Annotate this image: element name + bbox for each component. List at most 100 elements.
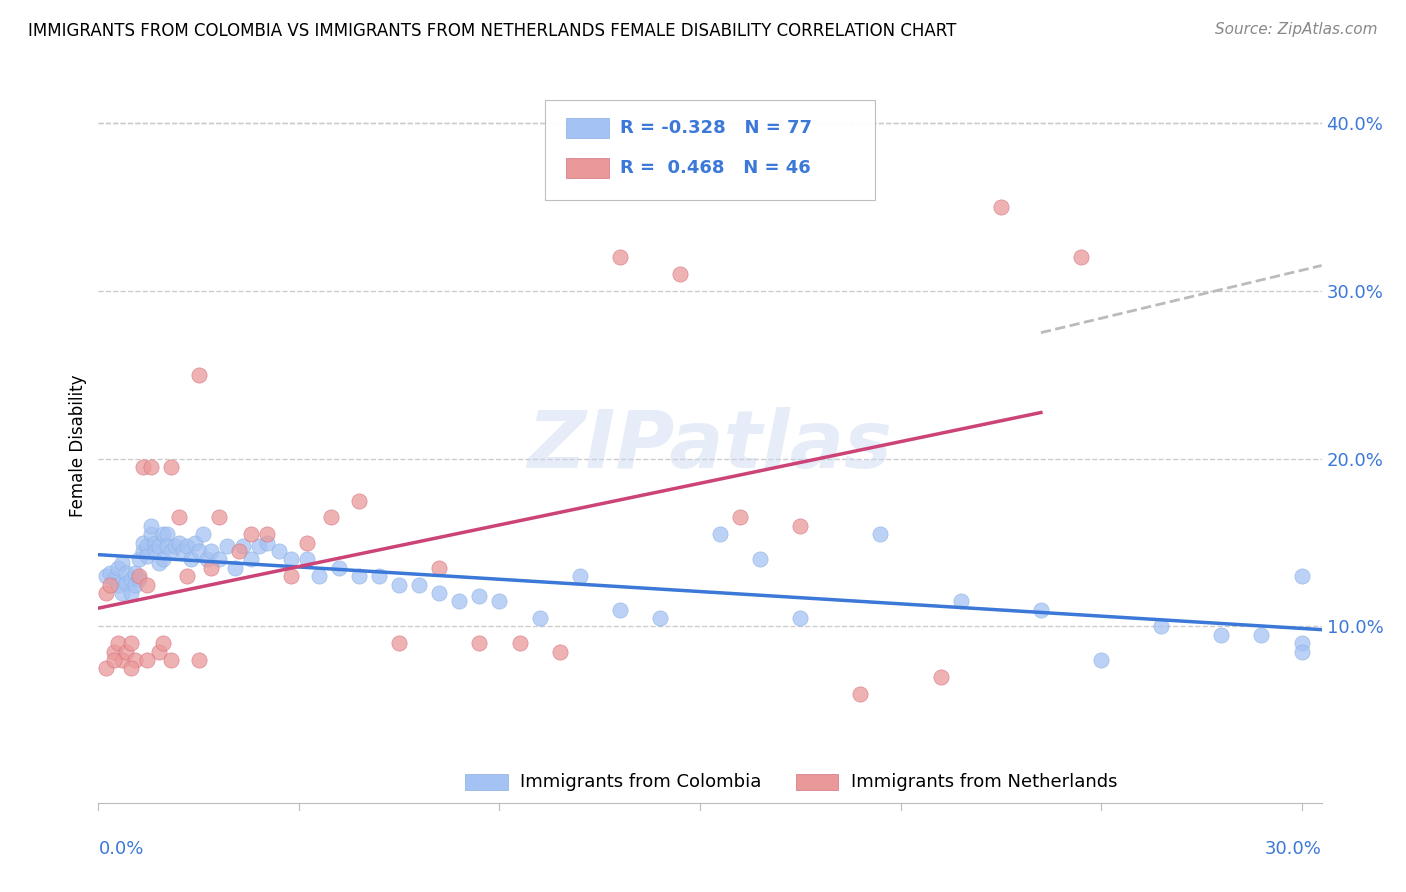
Point	[1291, 645, 1313, 659]
Point	[191, 527, 214, 541]
Point	[128, 552, 150, 566]
Point	[111, 586, 134, 600]
Point	[143, 535, 166, 549]
Point	[427, 560, 450, 574]
Point	[148, 645, 170, 659]
Point	[120, 586, 142, 600]
Point	[96, 569, 118, 583]
Point	[990, 200, 1012, 214]
Point	[124, 653, 146, 667]
FancyBboxPatch shape	[565, 159, 609, 178]
Point	[200, 560, 222, 574]
FancyBboxPatch shape	[565, 118, 609, 137]
Point	[408, 577, 430, 591]
Point	[1291, 569, 1313, 583]
Point	[295, 535, 318, 549]
Point	[176, 539, 198, 553]
Point	[183, 535, 205, 549]
Y-axis label: Female Disability: Female Disability	[69, 375, 87, 517]
Point	[96, 661, 118, 675]
Point	[1250, 628, 1272, 642]
Point	[180, 552, 202, 566]
Point	[749, 552, 772, 566]
Point	[568, 569, 591, 583]
Point	[929, 670, 952, 684]
Point	[176, 569, 198, 583]
Point	[427, 586, 450, 600]
Point	[107, 577, 129, 591]
Point	[1291, 636, 1313, 650]
Point	[319, 510, 342, 524]
Point	[103, 653, 125, 667]
Point	[187, 653, 209, 667]
Point	[167, 535, 190, 549]
Point	[849, 687, 872, 701]
Point	[208, 552, 231, 566]
Point	[1150, 619, 1173, 633]
Point	[239, 527, 262, 541]
Point	[131, 535, 153, 549]
Text: 0.0%: 0.0%	[98, 839, 143, 858]
Point	[328, 560, 350, 574]
Point	[256, 527, 278, 541]
Point	[347, 569, 370, 583]
Point	[159, 544, 181, 558]
Point	[143, 544, 166, 558]
Point	[120, 661, 142, 675]
FancyBboxPatch shape	[465, 774, 508, 790]
Point	[1029, 603, 1052, 617]
Text: IMMIGRANTS FROM COLOMBIA VS IMMIGRANTS FROM NETHERLANDS FEMALE DISABILITY CORREL: IMMIGRANTS FROM COLOMBIA VS IMMIGRANTS F…	[28, 22, 956, 40]
Point	[609, 250, 631, 264]
Point	[135, 653, 157, 667]
Point	[131, 544, 153, 558]
Point	[159, 653, 181, 667]
Point	[152, 527, 174, 541]
Point	[1090, 653, 1112, 667]
Point	[135, 577, 157, 591]
Point	[669, 267, 692, 281]
Point	[139, 518, 162, 533]
Point	[224, 560, 246, 574]
Point	[103, 573, 125, 587]
Point	[256, 535, 278, 549]
Point	[488, 594, 510, 608]
Point	[120, 636, 142, 650]
Point	[308, 569, 330, 583]
Point	[107, 560, 129, 574]
Point	[167, 510, 190, 524]
Point	[163, 539, 186, 553]
Point	[609, 603, 631, 617]
Point	[152, 636, 174, 650]
Point	[709, 527, 731, 541]
Point	[548, 645, 571, 659]
Point	[187, 368, 209, 382]
Point	[295, 552, 318, 566]
Point	[247, 539, 270, 553]
Text: 30.0%: 30.0%	[1265, 839, 1322, 858]
Point	[120, 573, 142, 587]
Point	[449, 594, 471, 608]
Point	[347, 493, 370, 508]
Point	[155, 539, 177, 553]
Point	[172, 544, 194, 558]
Point	[388, 636, 411, 650]
Text: Source: ZipAtlas.com: Source: ZipAtlas.com	[1215, 22, 1378, 37]
Point	[128, 569, 150, 583]
Point	[208, 510, 231, 524]
Point	[115, 645, 138, 659]
Point	[869, 527, 891, 541]
Point	[280, 552, 302, 566]
Point	[111, 556, 134, 570]
Point	[96, 586, 118, 600]
Point	[139, 460, 162, 475]
Point	[200, 544, 222, 558]
Point	[159, 460, 181, 475]
Point	[368, 569, 391, 583]
Text: R =  0.468   N = 46: R = 0.468 N = 46	[620, 160, 810, 178]
Point	[135, 549, 157, 563]
Text: Immigrants from Netherlands: Immigrants from Netherlands	[851, 773, 1118, 791]
Point	[128, 573, 150, 587]
Point	[789, 518, 811, 533]
Point	[949, 594, 972, 608]
Point	[155, 527, 177, 541]
